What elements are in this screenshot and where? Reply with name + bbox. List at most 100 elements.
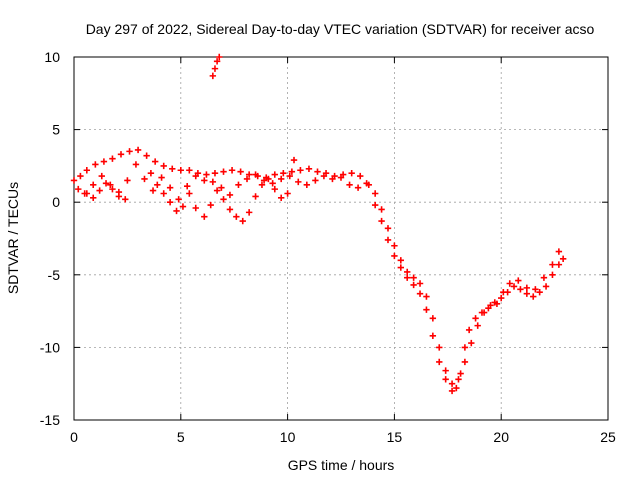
- data-point: [77, 172, 84, 180]
- data-point: [75, 185, 82, 193]
- data-point: [523, 290, 531, 297]
- data-point: [102, 180, 110, 187]
- x-tick-label: 5: [177, 429, 185, 445]
- data-point: [510, 283, 518, 290]
- y-tick-label: 0: [52, 194, 60, 210]
- data-point: [549, 261, 556, 268]
- data-point: [122, 196, 129, 203]
- data-point: [132, 161, 140, 168]
- data-point: [151, 158, 159, 165]
- data-point: [237, 168, 244, 175]
- y-tick-labels: -15 -10 -5 0 5 10: [40, 49, 60, 428]
- data-point: [218, 184, 225, 191]
- data-point: [158, 174, 165, 181]
- data-point: [143, 152, 150, 159]
- data-point: [209, 72, 217, 80]
- data-point: [314, 168, 321, 175]
- data-point: [141, 175, 148, 183]
- data-point: [305, 165, 313, 173]
- data-point: [371, 201, 379, 209]
- data-point: [429, 332, 437, 339]
- data-point: [515, 277, 522, 284]
- data-point: [423, 293, 430, 300]
- data-point: [474, 322, 481, 329]
- x-axis-label: GPS time / hours: [288, 457, 395, 473]
- data-point: [455, 376, 462, 383]
- data-point: [465, 326, 473, 334]
- data-point: [109, 155, 116, 162]
- data-point: [436, 344, 443, 351]
- x-tick-label: 25: [600, 429, 616, 445]
- data-point: [348, 169, 355, 177]
- data-point: [280, 169, 287, 177]
- data-point: [220, 196, 227, 203]
- y-axis-label: SDTVAR / TECUs: [5, 182, 21, 294]
- x-tick-label: 20: [493, 429, 509, 445]
- data-point: [442, 376, 449, 383]
- data-point: [329, 175, 336, 183]
- data-point: [186, 167, 193, 174]
- data-point: [472, 315, 479, 322]
- plot-frame: [73, 56, 609, 421]
- x-tick-labels: 0 5 10 15 20 25: [70, 429, 616, 445]
- data-point: [295, 178, 302, 186]
- data-point: [98, 172, 105, 180]
- data-point: [213, 58, 221, 65]
- data-point: [252, 171, 259, 178]
- data-point: [166, 184, 174, 191]
- x-tick-label: 0: [70, 429, 78, 445]
- data-point: [107, 181, 114, 188]
- data-point: [213, 187, 221, 194]
- data-point: [192, 172, 199, 180]
- y-tick-label: -5: [48, 267, 61, 283]
- data-point: [134, 146, 142, 154]
- data-point: [286, 172, 293, 180]
- data-point: [404, 274, 411, 281]
- data-point: [423, 306, 430, 313]
- data-point: [239, 217, 246, 225]
- data-point: [290, 156, 298, 164]
- data-point: [448, 387, 456, 395]
- data-point: [363, 180, 370, 187]
- data-point: [243, 175, 251, 183]
- data-point: [357, 172, 364, 180]
- data-point: [303, 181, 311, 188]
- data-point: [207, 201, 214, 209]
- data-point: [160, 162, 167, 170]
- y-tick-label: -10: [40, 339, 60, 355]
- data-point: [245, 171, 253, 178]
- data-point: [297, 167, 304, 174]
- data-point: [184, 183, 191, 190]
- data-point: [203, 171, 210, 178]
- data-point: [109, 185, 116, 193]
- data-point: [559, 255, 567, 263]
- data-point: [117, 151, 125, 158]
- data-point: [378, 217, 385, 225]
- data-point: [269, 180, 276, 187]
- data-point: [498, 294, 505, 302]
- data-point: [209, 178, 217, 186]
- data-point: [404, 268, 411, 276]
- data-point: [90, 181, 97, 188]
- data-point: [233, 213, 240, 220]
- data-point: [288, 168, 296, 175]
- data-point: [226, 191, 234, 199]
- data-point: [220, 168, 227, 175]
- data-point: [391, 242, 398, 249]
- data-point: [126, 148, 133, 155]
- y-tick-label: -15: [40, 412, 60, 428]
- data-point: [391, 252, 398, 260]
- data-point: [154, 181, 161, 188]
- data-point: [83, 190, 91, 197]
- data-point: [186, 190, 193, 197]
- data-point: [517, 286, 524, 293]
- data-point: [542, 283, 550, 290]
- data-point: [277, 175, 285, 183]
- data-point: [83, 167, 91, 174]
- data-point: [149, 187, 157, 194]
- data-point: [179, 203, 187, 210]
- data-point: [384, 225, 392, 232]
- data-point: [461, 358, 469, 366]
- data-point: [448, 380, 456, 387]
